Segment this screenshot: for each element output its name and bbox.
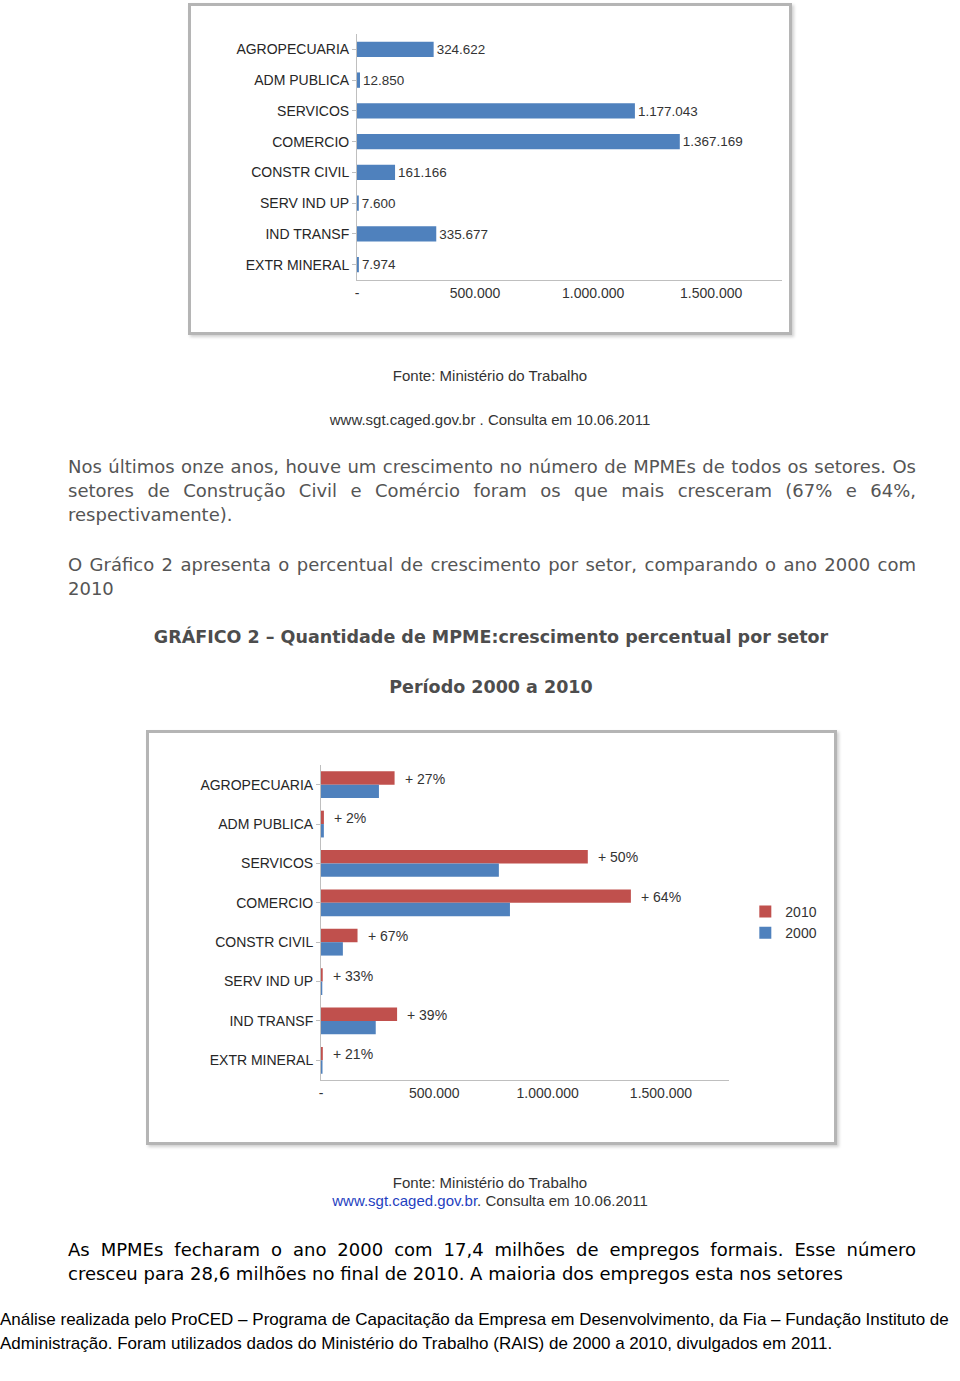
svg-text:161.166: 161.166 [398,165,447,180]
svg-text:500.000: 500.000 [450,285,501,301]
svg-text:+ 33%: + 33% [333,968,373,984]
svg-text:7.600: 7.600 [362,196,396,211]
svg-text:500.000: 500.000 [409,1085,460,1101]
svg-text:EXTR MINERAL: EXTR MINERAL [210,1052,314,1068]
svg-text:1.367.169: 1.367.169 [683,134,743,149]
html-text:Análise realizada pelo ProCED: Análise realizada pelo ProCED – Programa… [0,1310,949,1353]
svg-text:ADM PUBLICA: ADM PUBLICA [218,816,314,832]
svg-text:AGROPECUARIA: AGROPECUARIA [236,41,349,57]
svg-text:1.000.000: 1.000.000 [517,1085,579,1101]
html-text:Nos últimos onze anos, houve u: Nos últimos onze anos, houve um crescime… [68,456,916,525]
html-text:GRÁFICO 2 – Quantidade de MPME: GRÁFICO 2 – Quantidade de MPME:crescimen… [153,627,829,647]
svg-text:CONSTR CIVIL: CONSTR CIVIL [215,934,313,950]
svg-text:-: - [319,1085,324,1101]
svg-text:ADM PUBLICA: ADM PUBLICA [254,72,350,88]
svg-text:CONSTR CIVIL: CONSTR CIVIL [251,164,349,180]
html-text:As MPMEs fecharam o ano 2000 c: As MPMEs fecharam o ano 2000 com 17,4 mi… [68,1239,916,1284]
svg-text:2010: 2010 [785,904,816,920]
svg-text:+ 21%: + 21% [333,1046,373,1062]
svg-text:+ 50%: + 50% [598,849,638,865]
html-text:www.sgt.caged.gov.br. Consulta: www.sgt.caged.gov.br. Consulta em 10.06.… [332,1192,648,1209]
html-text:Período 2000 a 2010: Período 2000 a 2010 [389,677,593,697]
svg-text:7.974: 7.974 [362,257,396,272]
svg-text:-: - [355,285,360,301]
svg-text:SERV IND UP: SERV IND UP [260,195,349,211]
svg-text:324.622: 324.622 [437,42,486,57]
svg-text:1.500.000: 1.500.000 [630,1085,692,1101]
svg-text:SERVICOS: SERVICOS [277,103,349,119]
svg-text:1.000.000: 1.000.000 [562,285,624,301]
svg-text:+ 67%: + 67% [368,928,408,944]
svg-text:2000: 2000 [785,925,816,941]
html-text:www.sgt.caged.gov.br . Consult: www.sgt.caged.gov.br . Consulta em 10.06… [329,411,651,428]
svg-text:SERV IND UP: SERV IND UP [224,973,313,989]
svg-text:EXTR MINERAL: EXTR MINERAL [246,257,350,273]
svg-text:1.177.043: 1.177.043 [638,104,698,119]
svg-text:IND TRANSF: IND TRANSF [229,1013,313,1029]
svg-text:12.850: 12.850 [363,73,404,88]
html-text:Fonte: Ministério do Trabalho: Fonte: Ministério do Trabalho [392,1174,588,1191]
svg-text:1.500.000: 1.500.000 [680,285,742,301]
html-text:O Gráfico 2 apresenta o percen: O Gráfico 2 apresenta o percentual de cr… [68,554,916,599]
svg-text:+ 64%: + 64% [641,889,681,905]
svg-text:+ 39%: + 39% [407,1007,447,1023]
svg-text:335.677: 335.677 [439,227,488,242]
svg-text:+ 27%: + 27% [405,771,445,787]
svg-text:COMERCIO: COMERCIO [272,134,349,150]
svg-text:IND TRANSF: IND TRANSF [265,226,349,242]
svg-text:+ 2%: + 2% [334,810,366,826]
html-text:Fonte: Ministério do Trabalho: Fonte: Ministério do Trabalho [392,367,588,384]
svg-text:AGROPECUARIA: AGROPECUARIA [200,777,313,793]
svg-text:SERVICOS: SERVICOS [241,855,313,871]
svg-text:COMERCIO: COMERCIO [236,895,313,911]
